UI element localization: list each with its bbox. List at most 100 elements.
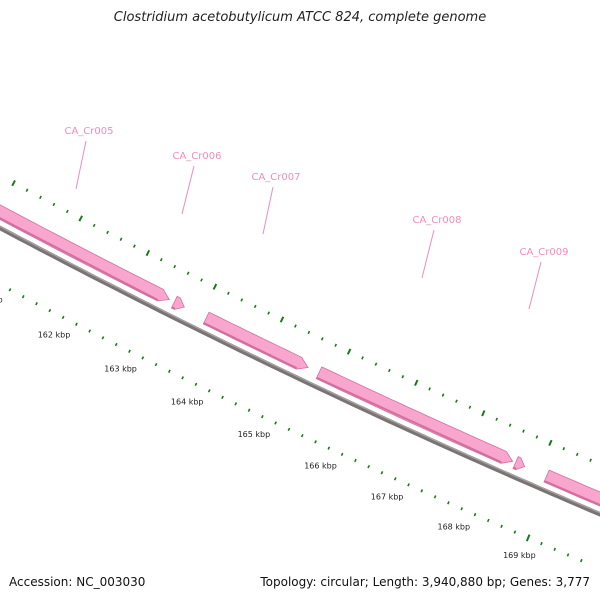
- scale-label: 167 kbp: [371, 492, 404, 501]
- scale-minor-tick: [486, 518, 490, 523]
- scale-minor-tick: [260, 414, 264, 419]
- outer-minor-tick: [92, 223, 96, 228]
- outer-minor-tick: [535, 435, 539, 439]
- outer-minor-tick: [200, 278, 203, 282]
- outer-minor-tick: [441, 393, 445, 397]
- gene-label: CA_Cr008: [412, 215, 461, 226]
- outer-minor-tick: [186, 271, 190, 275]
- outer-minor-tick: [495, 417, 499, 421]
- scale-minor-tick: [553, 547, 557, 551]
- scale-minor-tick: [154, 362, 158, 367]
- outer-minor-tick: [334, 343, 338, 347]
- scale-minor-tick: [221, 395, 224, 400]
- gene-arrow-shade: [171, 306, 176, 310]
- scale-minor-tick: [88, 329, 92, 333]
- scale-minor-tick: [287, 427, 291, 432]
- scale-minor-tick: [447, 501, 450, 505]
- scale-minor-tick: [48, 308, 52, 313]
- scale-minor-tick: [354, 458, 357, 463]
- scale-minor-tick: [167, 369, 171, 373]
- scale-minor-tick: [433, 495, 437, 499]
- map-title: Clostridium acetobutylicum ATCC 824, com…: [113, 10, 487, 25]
- scale-label: 168 kbp: [437, 522, 470, 531]
- scale-minor-tick: [61, 315, 65, 320]
- outer-minor-tick: [25, 188, 29, 192]
- outer-minor-tick: [159, 258, 163, 262]
- scale-minor-tick: [513, 530, 517, 534]
- scale-minor-tick: [540, 541, 543, 546]
- scale-minor-tick: [234, 402, 238, 406]
- outer-major-tick: [145, 249, 151, 257]
- scale-label: 162 kbp: [38, 331, 71, 340]
- outer-minor-tick: [267, 311, 271, 315]
- scale-minor-tick: [500, 524, 503, 529]
- scale-minor-tick: [420, 489, 424, 493]
- scale-label: 165 kbp: [238, 430, 271, 439]
- outer-minor-tick: [401, 374, 405, 379]
- backbone-highlight: [0, 225, 600, 514]
- backbone-line: [0, 225, 600, 517]
- scale-minor-tick: [141, 356, 145, 360]
- gene-label: CA_Cr009: [519, 247, 568, 258]
- gene-arrow: [315, 366, 514, 464]
- outer-minor-tick: [428, 387, 431, 391]
- gene-callout-line: [181, 165, 195, 215]
- scale-major-tick: [525, 534, 531, 542]
- outer-minor-tick: [173, 264, 177, 269]
- outer-minor-tick: [132, 244, 136, 248]
- outer-minor-tick: [253, 304, 257, 309]
- outer-minor-tick: [589, 458, 592, 462]
- scale-minor-tick: [128, 349, 131, 353]
- scale-minor-tick: [340, 452, 344, 457]
- scale-label: 169 kbp: [503, 551, 536, 560]
- genome-summary: Topology: circular; Length: 3,940,880 bp…: [260, 575, 590, 589]
- scale-minor-tick: [194, 382, 198, 387]
- scale-label: 166 kbp: [304, 462, 337, 471]
- outer-minor-tick: [39, 195, 42, 200]
- outer-minor-tick: [240, 298, 244, 302]
- scale-minor-tick: [8, 288, 12, 292]
- outer-minor-tick: [468, 405, 472, 409]
- scale-label: 161 kbp: [0, 295, 3, 304]
- inner-scale-ring: 161 kbp 162 kbp 163 kbp 164 kbp 165 kbp 166 k…: [0, 288, 583, 563]
- outer-major-tick: [212, 283, 218, 290]
- outer-minor-tick: [65, 209, 69, 214]
- outer-minor-tick: [387, 368, 391, 373]
- gene-arrow-shade: [512, 466, 517, 470]
- scale-minor-tick: [35, 302, 38, 306]
- gene-label: CA_Cr006: [172, 151, 221, 162]
- gene-arrow-shade: [0, 217, 159, 301]
- scale-minor-tick: [566, 553, 570, 557]
- outer-minor-tick: [522, 429, 525, 433]
- gene-label-callouts: CA_Cr005 CA_Cr006 CA_Cr007 CA_Cr008 CA_Cr009: [64, 126, 569, 310]
- scale-minor-tick: [579, 558, 583, 563]
- gene-callout-line: [75, 140, 87, 190]
- scale-label: 163 kbp: [104, 364, 137, 373]
- outer-minor-tick: [307, 330, 311, 335]
- scale-minor-tick: [74, 322, 78, 326]
- outer-minor-tick: [562, 446, 566, 451]
- outer-minor-tick: [374, 362, 378, 366]
- gene-arrow-shade: [544, 480, 600, 507]
- scale-minor-tick: [407, 483, 410, 487]
- gene-arrow: [0, 204, 170, 302]
- scale-minor-tick: [21, 295, 25, 299]
- scale-minor-tick: [101, 336, 105, 340]
- outer-minor-tick: [106, 230, 110, 235]
- scale-minor-tick: [473, 512, 477, 517]
- outer-minor-tick: [226, 291, 230, 295]
- outer-major-tick: [548, 439, 553, 446]
- scale-minor-tick: [367, 464, 371, 469]
- gene-arrow-shade: [203, 322, 298, 370]
- outer-major-tick: [11, 180, 16, 187]
- gene-label: CA_Cr005: [64, 126, 113, 137]
- outer-major-tick: [481, 410, 486, 417]
- gene-label: CA_Cr007: [251, 172, 300, 183]
- scale-minor-tick: [247, 408, 251, 412]
- scale-label: 164 kbp: [171, 398, 204, 407]
- gene-arrow-shade: [316, 376, 502, 464]
- scale-minor-tick: [274, 421, 278, 425]
- scale-minor-tick: [114, 342, 118, 347]
